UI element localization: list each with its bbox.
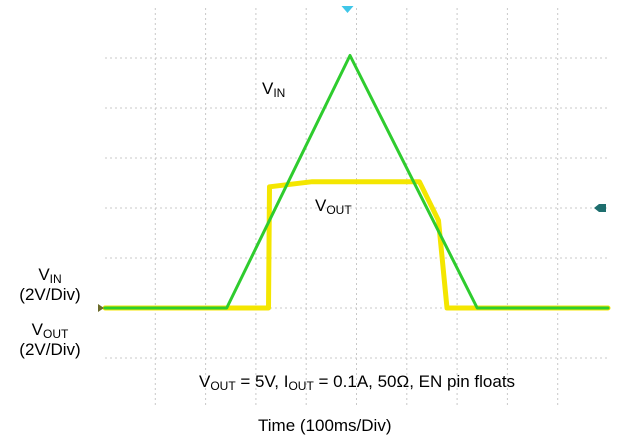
vout-trace-label: VOUT	[315, 196, 352, 217]
test-conditions-annotation: VOUT = 5V, IOUT = 0.1A, 50Ω, EN pin floa…	[199, 372, 516, 393]
vout-trace	[102, 179, 611, 311]
markers	[98, 6, 606, 312]
vin-channel-label: VIN (2V/Div)	[0, 265, 100, 305]
vin-trace	[103, 54, 610, 310]
vin-trace-label: VIN	[262, 79, 286, 100]
graticule	[105, 8, 608, 408]
trigger-position-marker	[341, 6, 354, 13]
vout-channel-label: VOUT (2V/Div)	[0, 320, 100, 360]
traces	[102, 54, 611, 311]
reference-level-marker	[594, 204, 606, 212]
ground-level-marker	[98, 304, 104, 312]
x-axis-label: Time (100ms/Div)	[258, 416, 392, 435]
vout-scale-label: (2V/Div)	[19, 340, 81, 359]
vin-scale-label: (2V/Div)	[19, 285, 81, 304]
